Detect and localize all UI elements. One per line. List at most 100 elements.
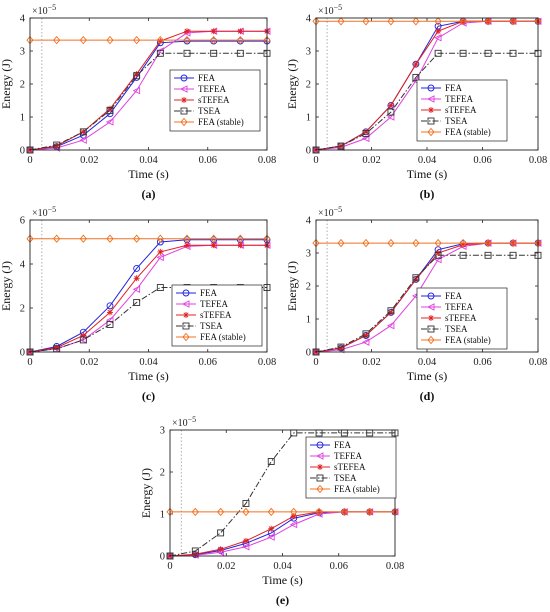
data-point — [191, 507, 199, 517]
data-point — [242, 500, 250, 507]
data-point — [133, 234, 141, 243]
data-point — [267, 533, 275, 541]
y-tick-label: 1 — [306, 113, 311, 124]
data-point — [434, 34, 442, 42]
data-point — [435, 28, 442, 35]
legend-marker — [316, 441, 324, 449]
data-point — [268, 525, 275, 532]
data-point — [267, 458, 275, 465]
series-line — [29, 40, 267, 151]
legend-marker — [426, 303, 435, 311]
y-tick-label: 4 — [306, 14, 312, 25]
x-tick-label: 0.08 — [258, 155, 276, 166]
legend-entry: FEA — [334, 440, 352, 450]
legend-entry: FEA — [445, 291, 463, 301]
data-point — [157, 248, 164, 255]
legend-marker — [428, 315, 434, 321]
y-exponent-label: ×10−5 — [32, 3, 56, 17]
data-point — [387, 238, 395, 248]
exponent-power: −5 — [334, 3, 343, 12]
legend-marker — [180, 74, 188, 82]
data-point — [183, 35, 191, 45]
data-point — [106, 302, 114, 310]
legend-entry: TEFEA — [445, 302, 473, 312]
legend-marker — [427, 325, 435, 333]
x-axis-label: Time (s) — [128, 167, 169, 181]
y-axis-label: Energy (J) — [285, 261, 299, 311]
data-point — [80, 128, 87, 135]
x-tick-label: 0.04 — [273, 561, 292, 572]
chart-panel-c: 0 0.02 0.04 0.06 0.08 0 2 4 6 ×10−5 Time (s) Energy… — [0, 205, 276, 403]
series-line — [315, 52, 538, 151]
exponent-base: ×10 — [32, 208, 48, 219]
series-line — [29, 30, 267, 151]
legend-entry: TEFEA — [200, 299, 228, 309]
legend-entry: FEA (stable) — [445, 335, 491, 345]
y-exponent-label: ×10−5 — [32, 205, 56, 219]
x-tick-label: 0.08 — [258, 357, 276, 368]
x-tick-label: 0.04 — [139, 155, 158, 166]
data-point — [156, 234, 164, 243]
y-tick-label: 2 — [20, 80, 25, 91]
x-tick-label: 0.06 — [330, 561, 348, 572]
data-point — [459, 251, 467, 259]
legend-entry: TEFEA — [198, 84, 226, 94]
data-point — [337, 142, 345, 150]
data-point — [133, 72, 141, 80]
legend-entry: sTEFEA — [198, 95, 230, 105]
x-tick-label: 0.08 — [386, 561, 404, 572]
y-tick-label: 6 — [20, 216, 25, 227]
data-point — [337, 238, 345, 248]
x-tick-label: 0.06 — [199, 357, 217, 368]
legend-entry: TSEA — [200, 321, 223, 331]
y-tick-label: 2 — [160, 468, 165, 479]
axes-frame — [29, 219, 268, 353]
data-point — [267, 507, 275, 517]
data-point — [79, 234, 87, 243]
data-point — [53, 35, 61, 45]
y-tick-label: 1 — [306, 315, 311, 326]
data-point — [241, 543, 250, 551]
x-tick-label: 0.08 — [529, 357, 547, 368]
chart-panel-e: 0 0.02 0.04 0.06 0.08 0 1 2 3 ×10−5 Time (s) Energy… — [139, 415, 404, 607]
chart-panel-a: 0 0.02 0.04 0.06 0.08 0 1 2 3 4 ×10−5 Time (s) Energ… — [0, 3, 276, 201]
data-point — [362, 332, 369, 339]
data-point — [236, 35, 244, 45]
legend-entry: TEFEA — [334, 451, 362, 461]
series-line — [29, 244, 267, 353]
legend-marker — [427, 127, 435, 137]
data-point — [509, 49, 517, 57]
data-point — [53, 141, 61, 149]
data-point — [133, 35, 141, 45]
series-line — [29, 52, 267, 151]
legend-marker — [183, 312, 189, 318]
data-point — [484, 238, 492, 248]
exponent-power: −5 — [48, 3, 57, 12]
data-point — [156, 284, 164, 291]
data-point — [242, 537, 249, 544]
legend-entry: FEA (stable) — [198, 117, 244, 127]
y-tick-label: 1 — [160, 510, 165, 521]
legend-entry: FEA — [200, 288, 218, 298]
x-tick-label: 0.02 — [217, 561, 235, 572]
data-point — [217, 546, 224, 553]
y-axis-label: Energy (J) — [139, 468, 153, 518]
data-point — [133, 264, 141, 272]
y-axis-label: Energy (J) — [0, 59, 13, 109]
legend-marker — [427, 117, 435, 125]
data-point — [290, 507, 298, 517]
data-point — [106, 105, 113, 112]
x-tick-label: 0.02 — [362, 155, 380, 166]
exponent-base: ×10 — [318, 208, 334, 219]
data-point — [106, 309, 113, 316]
y-tick-label: 1 — [20, 113, 25, 124]
x-tick-label: 0.04 — [418, 357, 437, 368]
legend-entry: FEA (stable) — [200, 332, 246, 342]
data-point — [133, 299, 141, 306]
y-tick-label: 4 — [306, 216, 312, 227]
data-point — [412, 274, 420, 282]
panel-label: (e) — [276, 593, 289, 607]
x-tick-label: 0.08 — [529, 155, 547, 166]
data-point — [361, 338, 370, 346]
